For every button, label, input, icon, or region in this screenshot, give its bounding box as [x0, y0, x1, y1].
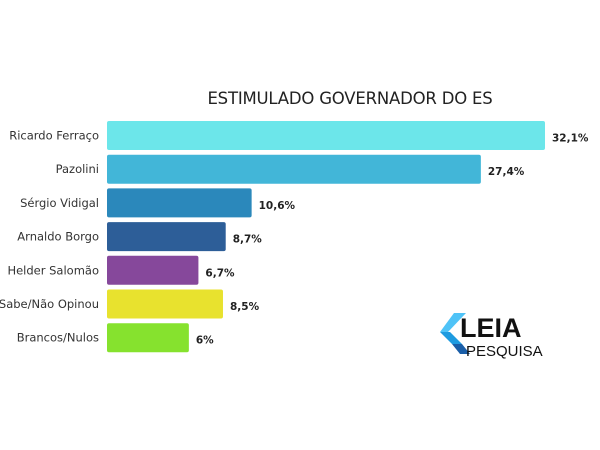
bar [107, 289, 223, 319]
value-label: 27,4% [488, 166, 525, 178]
bar [107, 121, 545, 150]
category-label: Ricardo Ferraço [9, 129, 99, 143]
svg-text:LEIA: LEIA [460, 313, 522, 343]
category-label: Sérgio Vidigal [20, 196, 99, 210]
value-label: 32,1% [552, 133, 589, 145]
bar [107, 323, 189, 353]
leia-pesquisa-logo: LEIA PESQUISA [436, 310, 551, 360]
category-label: Arnaldo Borgo [17, 230, 99, 244]
bar [107, 255, 199, 285]
category-label: Sabe/Não Opinou [0, 297, 99, 311]
bar [107, 222, 226, 252]
bar [107, 154, 481, 184]
bar [107, 188, 252, 218]
value-label: 8,5% [230, 301, 260, 313]
category-label: Pazolini [56, 162, 99, 176]
value-label: 10,6% [259, 200, 296, 212]
value-label: 8,7% [233, 234, 263, 246]
svg-text:PESQUISA: PESQUISA [466, 343, 543, 360]
chart-title: ESTIMULADO GOVERNADOR DO ES [207, 89, 493, 108]
value-label: 6% [196, 335, 214, 347]
value-label: 6,7% [205, 267, 235, 279]
category-label: Brancos/Nulos [17, 331, 99, 345]
category-label: Helder Salomão [7, 263, 99, 277]
